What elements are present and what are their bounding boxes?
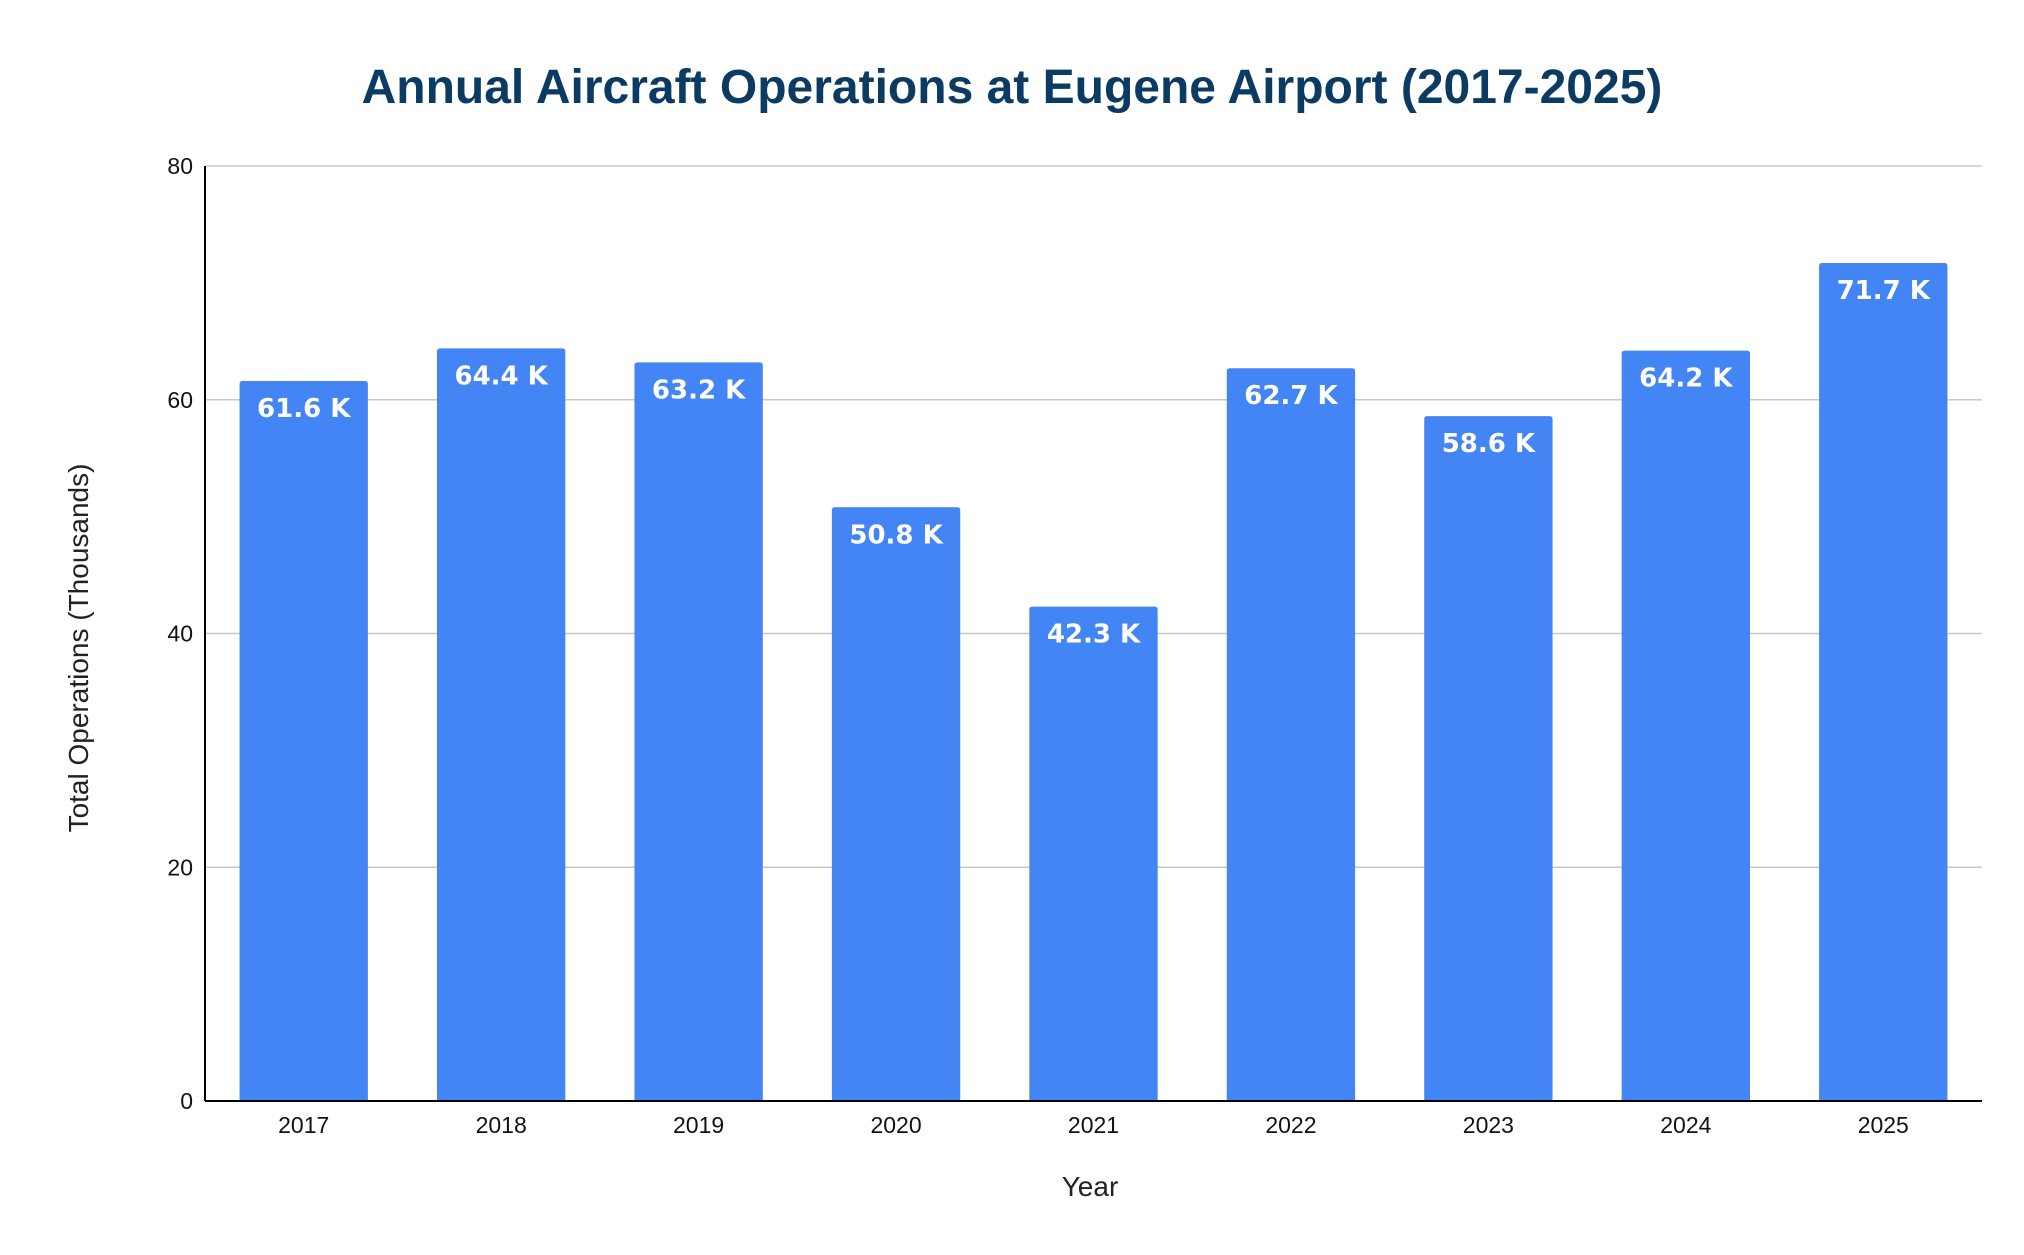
x-axis-label: Year [1062,1171,1119,1202]
bar [1424,416,1553,1101]
bar-data-label: 62.7 K [1244,381,1338,411]
y-tick-label: 80 [167,153,193,179]
bar [1621,350,1751,1102]
y-axis-label: Total Operations (Thousands) [63,464,94,833]
bar-data-label: 58.6 K [1442,429,1536,459]
y-axis-ticks: 0 20 40 60 80 [167,153,193,1114]
bar-data-label: 64.2 K [1639,364,1733,394]
bar-data-label: 50.8 K [849,520,943,550]
x-tick-label: 2024 [1660,1112,1711,1138]
bar-data-label: 63.2 K [652,375,746,405]
bar [634,362,763,1102]
x-tick-label: 2021 [1068,1112,1119,1138]
bar [436,348,566,1101]
bars: 61.6 K 64.4 K 63.2 K 50.8 K 42.3 K 62.7 K 58.6… [239,263,1948,1102]
x-tick-label: 2018 [476,1112,527,1138]
chart-title: Annual Aircraft Operations at Eugene Air… [362,61,1663,114]
bar [1029,606,1158,1101]
x-tick-label: 2025 [1858,1112,1909,1138]
bar [831,507,961,1101]
bar [239,381,368,1101]
bar [1819,263,1948,1102]
x-tick-label: 2023 [1463,1112,1514,1138]
bar [1226,368,1356,1102]
bar-data-label: 71.7 K [1837,276,1931,306]
bar-data-label: 61.6 K [257,394,351,424]
x-tick-label: 2022 [1265,1112,1316,1138]
x-tick-label: 2020 [870,1112,921,1138]
y-tick-label: 60 [167,387,193,413]
x-tick-label: 2019 [673,1112,724,1138]
bar-data-label: 64.4 K [454,361,548,391]
y-tick-label: 20 [167,854,193,880]
x-tick-label: 2017 [278,1112,329,1138]
bar-data-label: 42.3 K [1047,620,1141,650]
y-tick-label: 40 [167,621,193,647]
x-axis-ticks: 2017 2018 2019 2020 2021 2022 2023 2024 2025 [278,1112,1909,1138]
y-tick-label: 0 [180,1088,193,1114]
